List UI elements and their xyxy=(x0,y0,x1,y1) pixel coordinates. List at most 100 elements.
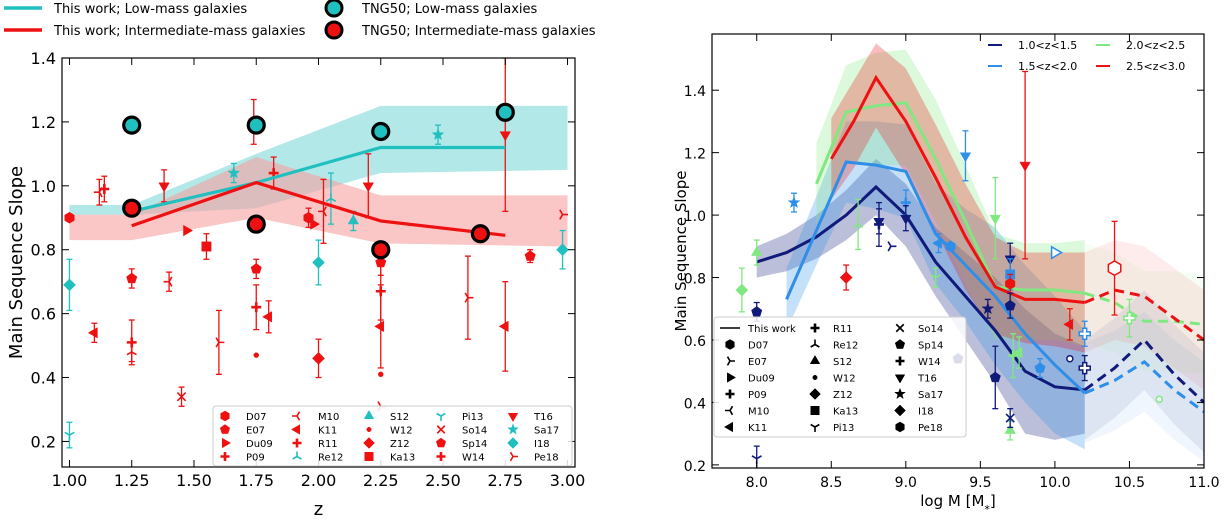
data-point xyxy=(64,431,75,441)
y-tick-label: 1.0 xyxy=(684,209,706,225)
data-point xyxy=(312,351,325,365)
data-point xyxy=(1004,423,1016,434)
tng50-point xyxy=(246,214,266,234)
data-point xyxy=(559,209,569,220)
legend-label: This work xyxy=(747,324,796,335)
legend-label: E07 xyxy=(246,426,265,437)
x-tick-label: 10.5 xyxy=(1114,475,1145,491)
series-line-extrapolated xyxy=(1083,337,1204,404)
legend-marker xyxy=(725,339,735,350)
legend-marker xyxy=(725,405,734,416)
legend-label: M10 xyxy=(748,407,769,418)
data-point xyxy=(64,211,75,224)
legend-label: I18 xyxy=(918,407,934,418)
legend-marker xyxy=(364,452,374,461)
legend-marker xyxy=(810,406,820,415)
data-point xyxy=(183,224,194,237)
legend-marker xyxy=(894,339,906,349)
data-point xyxy=(163,276,173,287)
data-point xyxy=(1107,260,1122,277)
data-point xyxy=(900,214,912,225)
x-axis-label-subscript: * xyxy=(984,503,990,516)
legend-marker xyxy=(895,421,905,433)
left-plot-area xyxy=(63,58,569,449)
legend-marker xyxy=(507,413,519,423)
panel-left-redshift-chart: 1.00 1.25 1.50 1.75 2.00 2.25 2.50 2.75 3.00 0.2 0… xyxy=(6,49,585,520)
legend-marker xyxy=(436,425,446,434)
data-point xyxy=(464,292,474,303)
data-point xyxy=(751,306,763,317)
tng50-point xyxy=(246,115,266,135)
legend-marker xyxy=(363,409,375,419)
data-point xyxy=(374,320,385,333)
legend-label: Sa17 xyxy=(918,390,943,401)
series-line-extrapolated xyxy=(1084,359,1204,414)
legend-marker xyxy=(810,323,820,333)
legend-label: D07 xyxy=(246,412,266,423)
legend-marker xyxy=(220,452,230,461)
series-band xyxy=(816,49,1085,347)
legend-marker xyxy=(809,388,821,400)
legend-marker xyxy=(435,437,447,448)
data-point xyxy=(347,214,360,225)
legend-label: Du09 xyxy=(246,439,273,450)
legend-label: 2.0<z<2.5 xyxy=(1126,39,1185,52)
series-band-extrapolated xyxy=(1084,311,1204,462)
x-tick-label: 3.00 xyxy=(550,471,586,490)
legend-label: S12 xyxy=(833,357,852,368)
legend-label: Z12 xyxy=(833,390,853,401)
x-tick-label: 9.5 xyxy=(969,475,991,491)
legend-circle-swatch xyxy=(324,0,344,18)
data-point xyxy=(317,206,327,217)
x-tick-label: 2.25 xyxy=(363,471,399,490)
data-point xyxy=(1012,346,1023,359)
legend-marker xyxy=(810,339,820,348)
legend-label: Pe18 xyxy=(534,453,559,464)
data-point xyxy=(1155,395,1164,404)
legend-marker xyxy=(894,374,906,384)
series-line xyxy=(829,74,1085,305)
legend-label: Sa17 xyxy=(534,426,559,437)
data-point xyxy=(87,327,98,339)
data-point xyxy=(874,219,884,230)
series-line xyxy=(131,145,506,213)
data-point xyxy=(930,274,941,284)
legend-label: So14 xyxy=(918,324,943,335)
panel-right-mass-chart: 8.0 8.5 9.0 9.5 10.0 10.5 11.0 0.2 0.4 0.6 0.8 1.0 1… xyxy=(672,33,1220,516)
legend-label: Ka13 xyxy=(833,407,858,418)
legend-marker xyxy=(895,323,905,333)
data-point xyxy=(839,271,853,284)
data-point xyxy=(201,241,212,252)
legend-label: Sp14 xyxy=(918,341,943,352)
legend-circle-swatch xyxy=(324,20,344,40)
x-tick-label: 1.25 xyxy=(114,471,150,490)
data-point xyxy=(735,283,749,297)
legend-marker xyxy=(895,356,905,366)
series-line xyxy=(131,180,506,237)
data-point xyxy=(251,302,262,313)
legend-label: W14 xyxy=(462,453,485,464)
y-tick-label: 0.8 xyxy=(31,241,56,260)
right-marker-legend: This work D07 E07 Du09 P09 M10 K11 R11 Re12 S12 W1… xyxy=(713,316,967,438)
legend-label: W12 xyxy=(390,426,413,437)
data-point xyxy=(989,214,1001,225)
legend-marker xyxy=(292,451,302,460)
y-tick-label: 1.4 xyxy=(31,49,56,68)
data-point xyxy=(176,392,187,402)
data-point xyxy=(1066,354,1074,363)
legend-marker xyxy=(292,438,302,448)
legend-marker xyxy=(219,424,231,434)
legend-marker xyxy=(894,404,906,417)
data-point xyxy=(1019,161,1031,172)
legend-marker xyxy=(507,437,519,449)
y-tick-label: 0.2 xyxy=(31,432,56,451)
data-point xyxy=(945,240,956,253)
legend-label: T16 xyxy=(533,412,553,423)
legend-marker xyxy=(292,411,301,421)
x-axis-label: z xyxy=(314,499,323,520)
series-band xyxy=(756,158,1085,440)
y-tick-label: 0.6 xyxy=(31,305,56,324)
legend-label: R11 xyxy=(318,439,338,450)
data-point xyxy=(989,371,1001,383)
